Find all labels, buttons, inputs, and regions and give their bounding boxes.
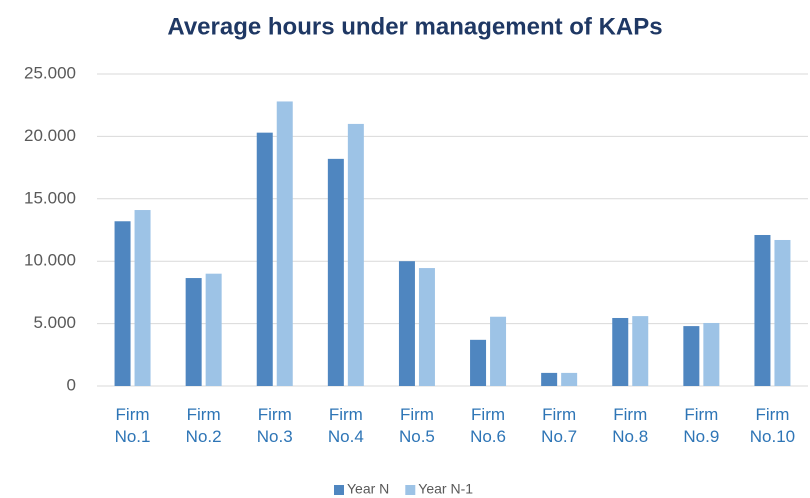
- x-tick-label: Firm No.9: [683, 405, 720, 446]
- bar: [276, 101, 293, 387]
- x-tick-label: Firm No.7: [541, 405, 578, 446]
- x-tick-label: Firm No.1: [114, 405, 151, 446]
- y-tick-label: 10.000: [24, 251, 76, 270]
- bar: [774, 239, 791, 386]
- bar: [205, 273, 222, 386]
- y-tick-label: 15.000: [24, 188, 76, 207]
- bar: [185, 278, 202, 386]
- y-tick-label: 20.000: [24, 126, 76, 145]
- x-tick-label: Firm No.10: [749, 405, 796, 446]
- bar: [490, 316, 507, 386]
- bar: [703, 322, 720, 386]
- bar: [612, 317, 629, 386]
- y-tick-label: 5.000: [33, 313, 76, 332]
- bar: [327, 158, 344, 386]
- bar: [256, 132, 273, 386]
- legend-swatch: [334, 485, 344, 495]
- bar: [470, 339, 487, 386]
- x-tick-label: Firm No.8: [612, 405, 649, 446]
- x-tick-label: Firm No.2: [185, 405, 222, 446]
- legend-swatch: [405, 485, 416, 495]
- bar: [114, 221, 131, 386]
- x-tick-label: Firm No.5: [398, 405, 435, 446]
- bar: [134, 210, 151, 386]
- x-tick-label: Firm No.3: [256, 405, 293, 446]
- y-tick-label: 0: [67, 375, 76, 394]
- x-tick-label: Firm No.6: [470, 405, 506, 446]
- chart-title: Average hours under management of KAPs: [167, 13, 662, 40]
- bar: [347, 123, 364, 387]
- bar: [418, 268, 435, 386]
- legend-label: Year N: [347, 481, 389, 497]
- x-tick-label: Firm No.4: [327, 405, 364, 446]
- bar: [398, 261, 415, 386]
- bar: [632, 316, 649, 386]
- bar: [561, 372, 578, 386]
- bar: [541, 372, 558, 386]
- bar: [683, 326, 700, 386]
- bar: [754, 234, 771, 386]
- y-tick-label: 25.000: [24, 63, 76, 82]
- legend-label: Year N-1: [418, 481, 473, 497]
